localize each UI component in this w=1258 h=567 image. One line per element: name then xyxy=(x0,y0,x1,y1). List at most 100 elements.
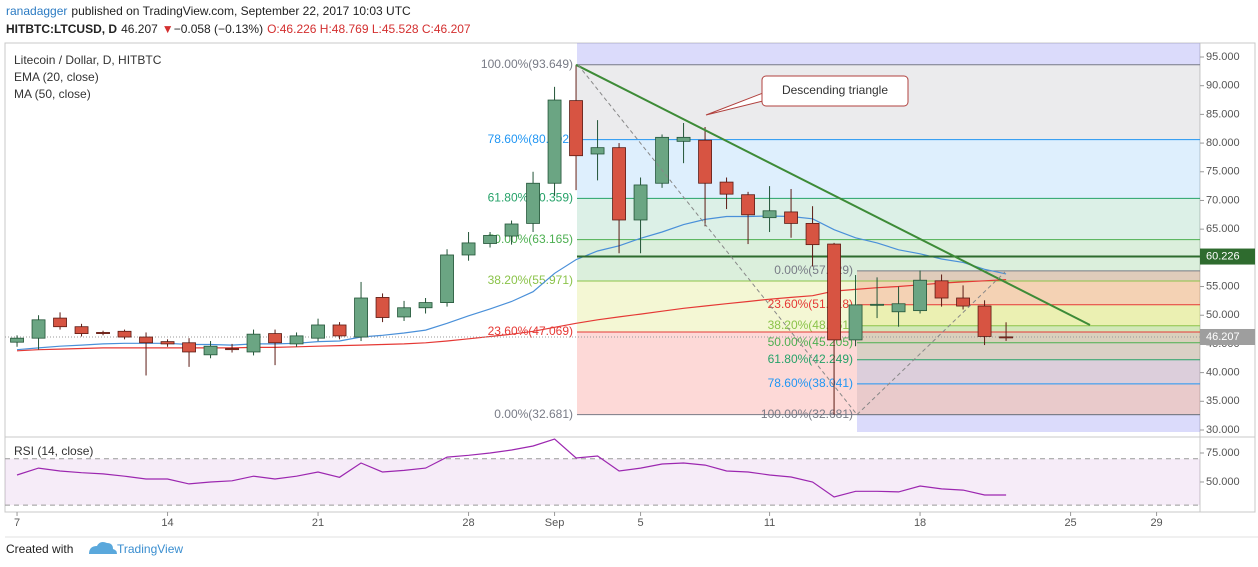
symbol: HITBTC:LTCUSD, D xyxy=(6,22,118,36)
footer-brand[interactable]: TradingView xyxy=(117,542,183,556)
candle-body xyxy=(375,297,390,318)
annotation: Descending triangle xyxy=(782,83,888,97)
candle-body xyxy=(289,335,304,345)
price-tag-label: 46.207 xyxy=(1206,331,1240,343)
y-tick-label: 50.000 xyxy=(1206,476,1240,488)
candle-body xyxy=(719,181,734,195)
x-tick-label: 11 xyxy=(764,517,775,529)
chart-frame xyxy=(4,42,1256,513)
fib-band xyxy=(857,383,1200,415)
candle-body xyxy=(53,317,67,328)
x-tick-label: 14 xyxy=(161,517,173,529)
plot: 30.00035.00040.00045.00050.00055.00060.0… xyxy=(5,51,1255,529)
y-tick-label: 70.000 xyxy=(1206,194,1240,206)
candle-body xyxy=(569,100,583,157)
fib-fills xyxy=(577,43,1200,432)
y-tick-label: 95.000 xyxy=(1206,51,1240,63)
ma-line xyxy=(16,215,1007,351)
candle-body xyxy=(805,223,820,246)
candle-body xyxy=(397,307,411,318)
candle-body xyxy=(160,341,175,345)
candle-body xyxy=(10,337,24,343)
candle-body xyxy=(741,194,755,216)
price-tag-label: 60.226 xyxy=(1206,250,1240,262)
fib-label: 61.80%(42.249) xyxy=(768,352,853,366)
fib-band xyxy=(577,139,1200,199)
y-tick-label: 40.000 xyxy=(1206,367,1240,379)
candle-body xyxy=(246,333,261,353)
rsi-band xyxy=(5,458,1200,506)
fib-extension xyxy=(857,414,1200,432)
candle-body xyxy=(332,324,347,337)
x-tick-label: 25 xyxy=(1064,517,1076,529)
candle-body xyxy=(762,210,777,219)
candle-body xyxy=(268,333,282,344)
candle-body xyxy=(139,336,153,344)
trend-line xyxy=(575,63,1091,326)
y-tick-label: 35.000 xyxy=(1206,395,1240,407)
candle-body xyxy=(526,182,540,224)
price-tag xyxy=(1200,248,1255,265)
fib-band xyxy=(857,325,1200,343)
fib-band xyxy=(577,332,1200,415)
candle-body xyxy=(977,305,992,337)
fib-extension xyxy=(577,43,1200,65)
y-tick-label: 65.000 xyxy=(1206,223,1240,235)
author[interactable]: ranadagger xyxy=(6,4,68,18)
fib-connector xyxy=(856,271,1006,415)
x-tick-label: 7 xyxy=(14,517,20,529)
candle-body xyxy=(999,336,1013,339)
fib-band xyxy=(577,198,1200,240)
candle-body xyxy=(590,147,605,155)
change: −0.058 (−0.13%) xyxy=(173,22,264,36)
y-tick-label: 75.000 xyxy=(1206,166,1240,178)
fib-label: 100.00%(32.681) xyxy=(761,407,853,421)
candle-body xyxy=(547,99,562,184)
fib-label: 38.20%(55.971) xyxy=(488,273,573,287)
fib-band xyxy=(857,304,1200,326)
header-line: HITBTC:LTCUSD, D 46.207 ▼−0.058 (−0.13%) O:… xyxy=(6,22,475,36)
legend-entry: EMA (20, close) xyxy=(14,70,99,84)
candle-body xyxy=(612,147,626,221)
header-line: ranadagger published on TradingView.com, … xyxy=(6,4,415,18)
rsi-title: RSI (14, close) xyxy=(14,444,93,458)
candle-body xyxy=(827,243,841,341)
candle-body xyxy=(31,319,46,339)
fib-label: 100.00%(93.649) xyxy=(481,57,573,71)
published: published on TradingView.com, September … xyxy=(71,4,411,18)
legend-entry: MA (50, close) xyxy=(14,87,91,101)
fib-label: 0.00%(57.729) xyxy=(774,263,853,277)
ma-line xyxy=(16,279,1007,352)
fib-label: 50.00%(63.165) xyxy=(488,232,573,246)
candle-body xyxy=(418,302,433,309)
candle-body xyxy=(848,304,863,341)
y-tick-label: 80.000 xyxy=(1206,137,1240,149)
rsi-line xyxy=(16,438,1007,498)
price-tag xyxy=(1200,328,1255,345)
y-tick-label: 75.000 xyxy=(1206,447,1240,459)
candle-body xyxy=(461,242,476,256)
y-tick-label: 30.000 xyxy=(1206,424,1240,436)
candle-body xyxy=(203,345,218,356)
footer-text: Created with xyxy=(6,542,73,556)
candle-body xyxy=(956,297,970,307)
candle-body xyxy=(504,223,519,237)
symbol-title: Litecoin / Dollar, D, HITBTC xyxy=(14,53,162,67)
ohlc: O:46.226 H:48.769 L:45.528 C:46.207 xyxy=(267,22,471,36)
fib-band xyxy=(577,280,1200,333)
x-tick-label: 29 xyxy=(1150,517,1162,529)
fib-band xyxy=(857,342,1200,360)
overlays: Descending triangle xyxy=(575,63,1091,415)
candle-body xyxy=(311,324,325,339)
x-tick-label: 18 xyxy=(914,517,926,529)
fib-label: 0.00%(32.681) xyxy=(494,407,573,421)
candle-body xyxy=(913,279,927,312)
fib-label: 78.60%(38.041) xyxy=(768,376,853,390)
candle-body xyxy=(225,348,239,351)
candle-body xyxy=(483,235,497,244)
change-arrow: ▼ xyxy=(161,22,174,36)
candle-body xyxy=(870,303,884,306)
fib-band xyxy=(857,270,1200,305)
candle-body xyxy=(934,280,949,299)
